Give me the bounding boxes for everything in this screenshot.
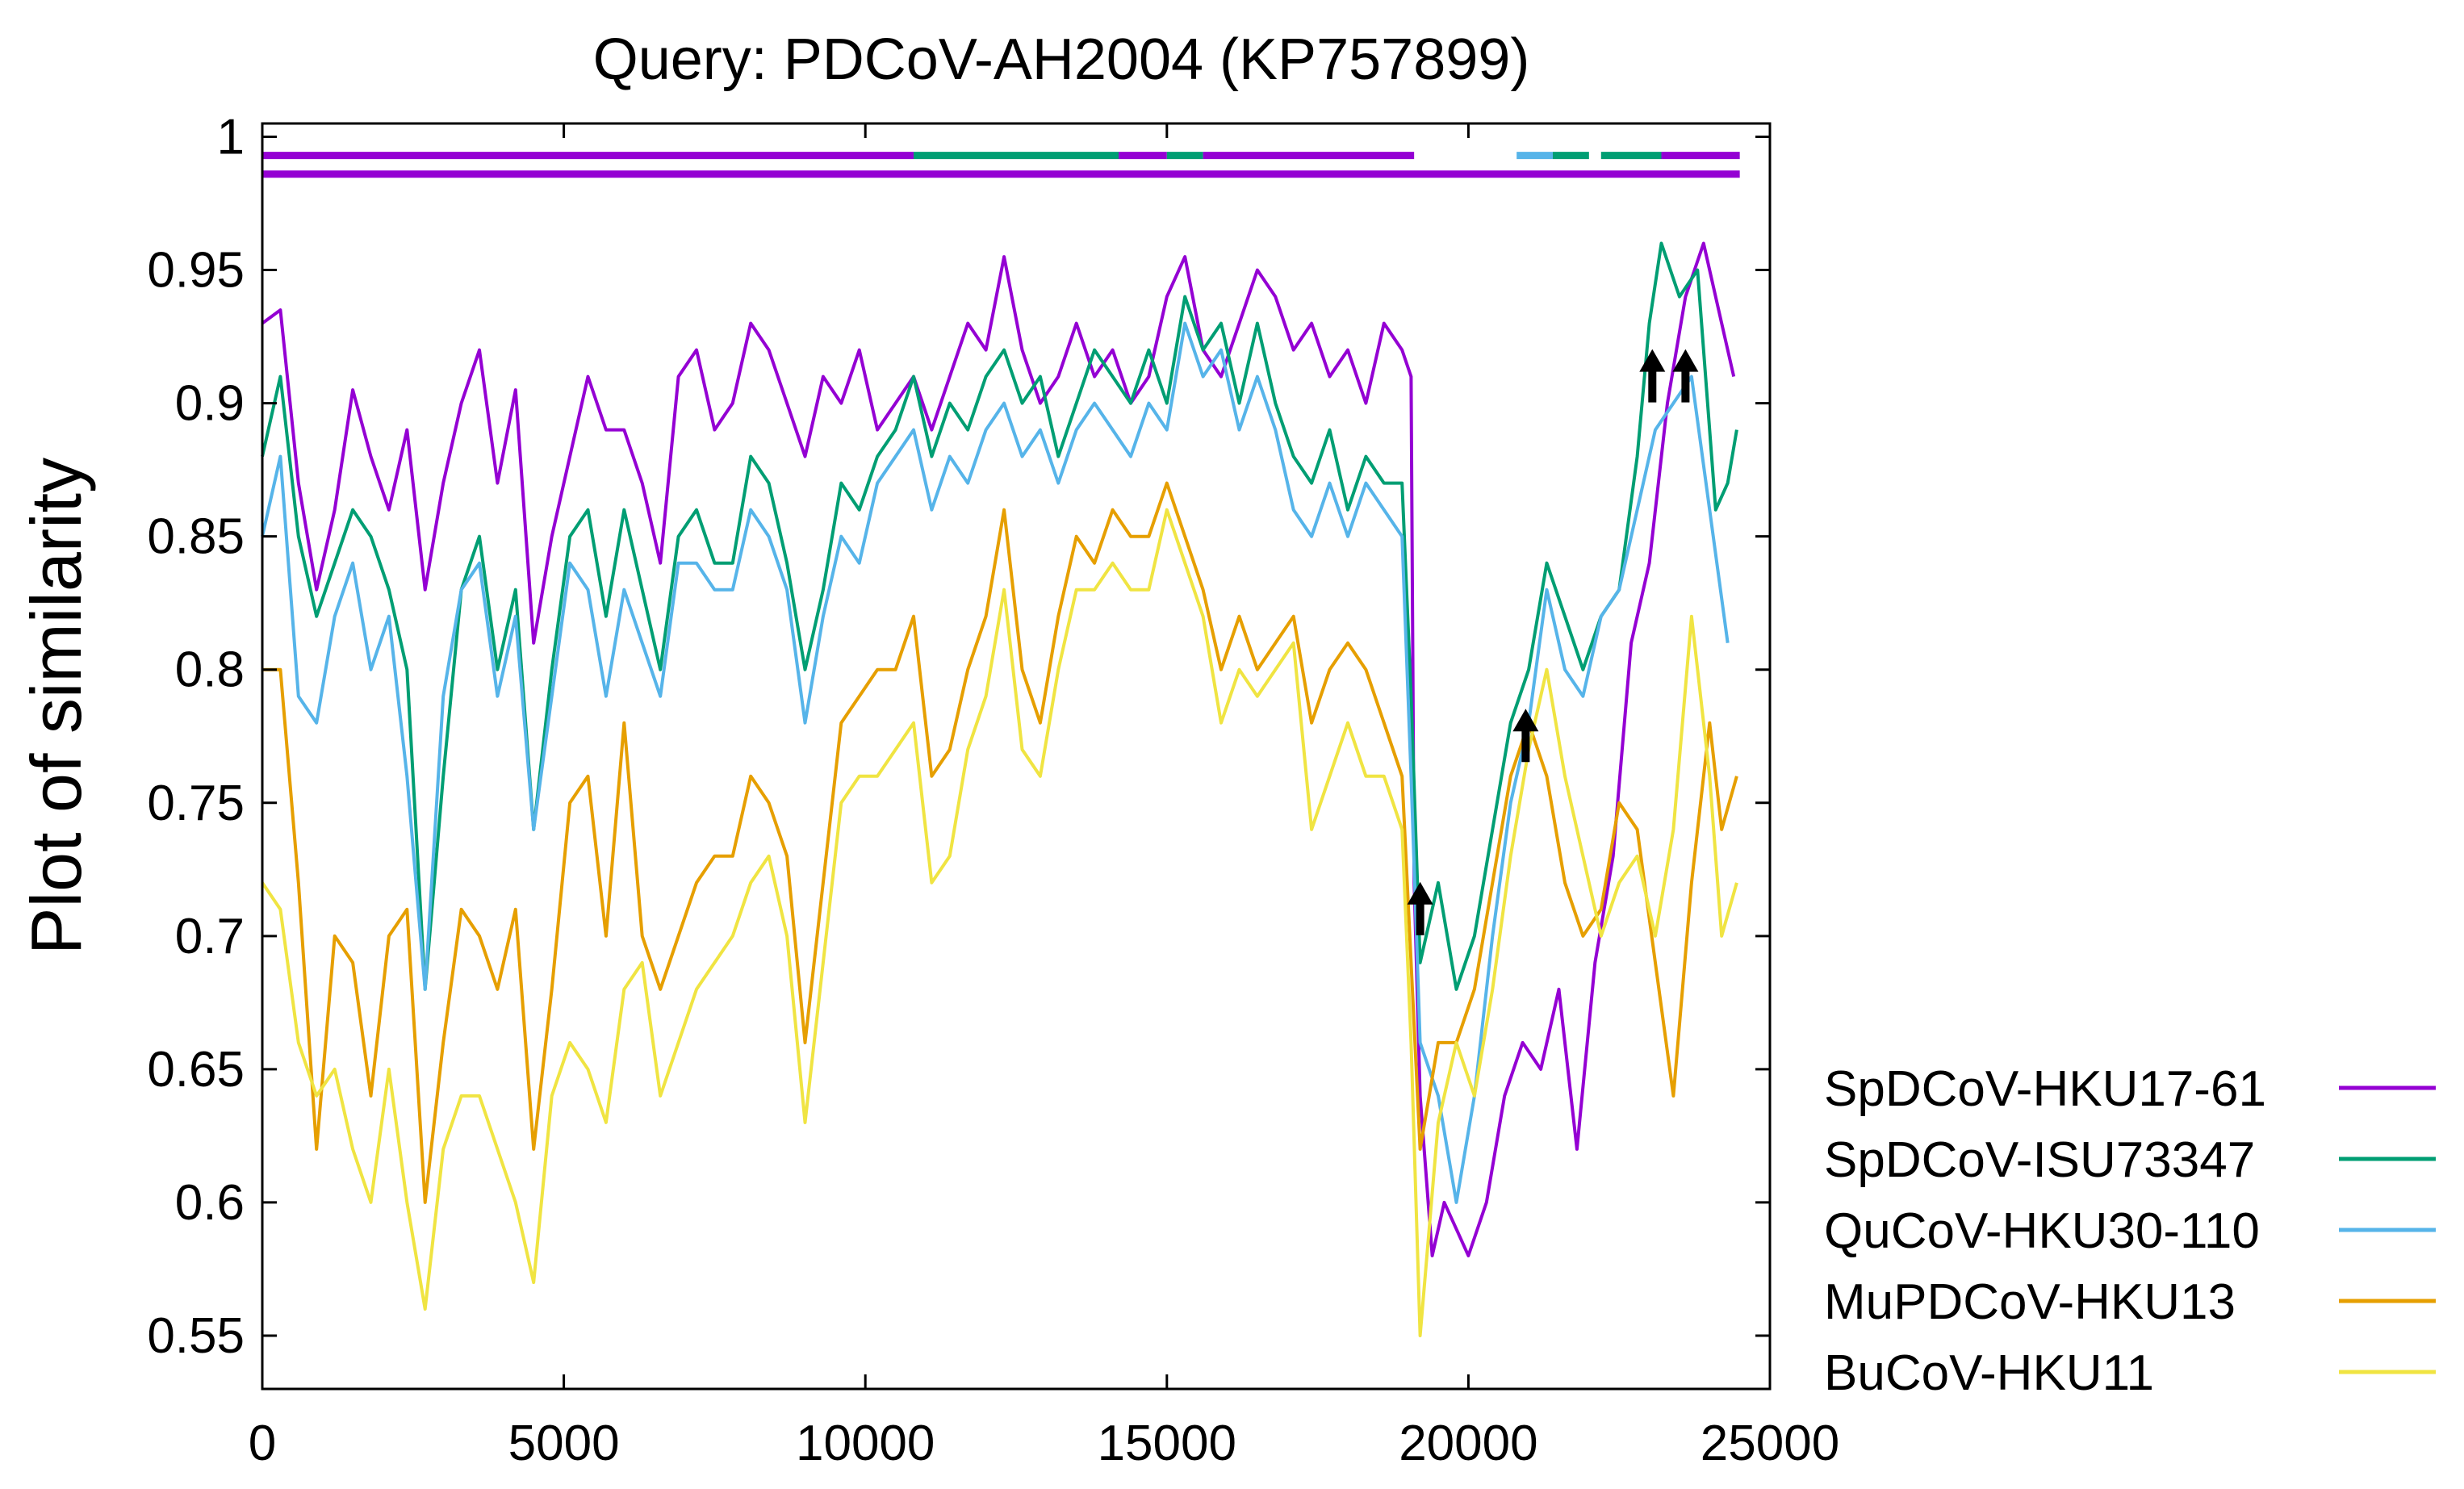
arrow-shaft-2	[1521, 728, 1530, 763]
x-tick-label-2: 10000	[796, 1416, 935, 1471]
y-tick-label-2: 0.65	[147, 1042, 245, 1098]
y-tick-label-9: 1	[217, 110, 245, 165]
series-line-3	[261, 321, 1730, 1204]
arrow-annotation-2	[1512, 709, 1539, 763]
y-tick-label-4: 0.75	[147, 776, 245, 831]
lines-layer	[261, 241, 1738, 1337]
arrow-shaft-3	[1648, 368, 1657, 403]
y-tick-label-1: 0.6	[175, 1175, 245, 1231]
arrow-head-1	[1407, 881, 1433, 905]
bars-layer	[262, 152, 1740, 178]
arrow-head-3	[1639, 349, 1666, 372]
arrow-shaft-1	[1416, 901, 1424, 935]
y-axis-label: Plot of similarity	[16, 458, 96, 955]
legend-label-2: SpDCoV-ISU73347	[1824, 1132, 2255, 1188]
arrow-shaft-4	[1681, 368, 1690, 403]
x-tick-label-5: 25000	[1701, 1416, 1839, 1471]
series-line-1	[261, 241, 1736, 1257]
annotations-layer	[1407, 349, 1699, 935]
x-tick-label-3: 15000	[1098, 1416, 1236, 1471]
chart-title: Query: PDCoV-AH2004 (KP757899)	[593, 27, 1530, 92]
y-tick-label-7: 0.9	[175, 376, 245, 432]
x-tick-label-0: 0	[249, 1416, 276, 1471]
series-line-4	[262, 481, 1738, 1204]
x-tick-label-1: 5000	[508, 1416, 620, 1471]
legend-label-1: SpDCoV-HKU17-61	[1824, 1061, 2266, 1117]
arrow-head-4	[1672, 349, 1699, 372]
arrow-annotation-1	[1407, 881, 1433, 935]
plot-frame	[261, 122, 1772, 1391]
axes-layer: 0 5000 10000 15000 20000 25000 0.55 0.6 0.65 0.7 0…	[147, 110, 1839, 1471]
arrow-head-2	[1512, 709, 1539, 732]
y-tick-label-5: 0.8	[175, 642, 245, 698]
y-tick-label-3: 0.7	[175, 909, 245, 964]
y-tick-label-8: 0.95	[147, 243, 245, 299]
x-tick-label-4: 20000	[1399, 1416, 1537, 1471]
y-tick-label-0: 0.55	[147, 1308, 245, 1364]
y-tick-label-6: 0.85	[147, 509, 245, 565]
legend-label-3: QuCoV-HKU30-110	[1824, 1203, 2260, 1259]
arrow-annotation-3	[1639, 349, 1666, 403]
legend-label-4: MuPDCoV-HKU13	[1824, 1274, 2236, 1330]
legend-label-5: BuCoV-HKU11	[1824, 1345, 2154, 1401]
series-line-2	[261, 241, 1738, 991]
series-line-5	[261, 508, 1738, 1337]
arrow-annotation-4	[1672, 349, 1699, 403]
legend: SpDCoV-HKU17-61 SpDCoV-ISU73347 QuCoV-HKU3…	[1824, 1061, 2436, 1401]
